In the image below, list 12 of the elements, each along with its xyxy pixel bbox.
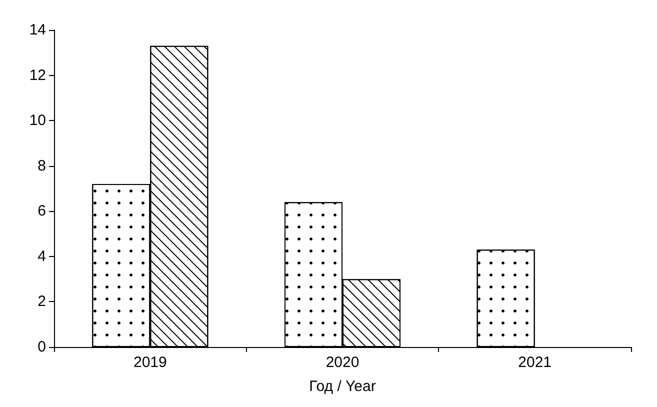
y-tick-label: 4 xyxy=(38,248,46,265)
y-tick-label: 0 xyxy=(38,338,46,356)
x-tick-label: 2020 xyxy=(326,354,360,371)
x-tick-label: 2021 xyxy=(518,354,552,371)
y-tick-label: 14 xyxy=(29,22,46,38)
x-axis-title: Год / Year xyxy=(309,378,376,395)
y-tick-label: 12 xyxy=(29,66,46,84)
x-tick-label: 2019 xyxy=(133,354,167,371)
y-tick-label: 8 xyxy=(38,157,46,174)
y-tick-label: 2 xyxy=(38,293,46,310)
y-tick-label: 10 xyxy=(29,112,46,130)
y-tick-label: 6 xyxy=(38,202,46,220)
